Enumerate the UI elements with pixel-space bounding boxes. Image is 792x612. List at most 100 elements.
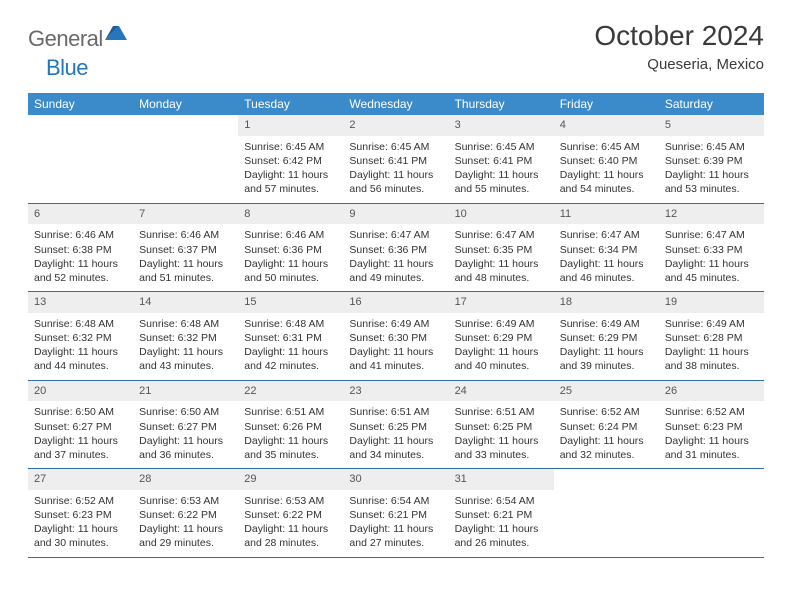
day-number: 18 [554,292,659,313]
sunset-text: Sunset: 6:23 PM [34,508,127,522]
day-number: 31 [449,469,554,490]
sunset-text: Sunset: 6:28 PM [665,331,758,345]
brand-part1: General [28,26,103,52]
daylight-text-2: and 38 minutes. [665,359,758,373]
daylight-text-1: Daylight: 11 hours [139,345,232,359]
sunrise-text: Sunrise: 6:52 AM [665,405,758,419]
day-cell: 10Sunrise: 6:47 AMSunset: 6:35 PMDayligh… [449,204,554,292]
daylight-text-1: Daylight: 11 hours [349,345,442,359]
daylight-text-2: and 30 minutes. [34,536,127,550]
day-number: 9 [343,204,448,225]
day-cell: 29Sunrise: 6:53 AMSunset: 6:22 PMDayligh… [238,469,343,557]
day-body: Sunrise: 6:48 AMSunset: 6:32 PMDaylight:… [28,313,133,374]
sunset-text: Sunset: 6:29 PM [560,331,653,345]
weekday-header: Saturday [659,93,764,115]
sunset-text: Sunset: 6:22 PM [139,508,232,522]
daylight-text-2: and 33 minutes. [455,448,548,462]
sunrise-text: Sunrise: 6:54 AM [349,494,442,508]
day-number: 4 [554,115,659,136]
sunrise-text: Sunrise: 6:46 AM [244,228,337,242]
daylight-text-2: and 56 minutes. [349,182,442,196]
day-number: 16 [343,292,448,313]
day-cell: 14Sunrise: 6:48 AMSunset: 6:32 PMDayligh… [133,292,238,380]
day-body: Sunrise: 6:54 AMSunset: 6:21 PMDaylight:… [343,490,448,551]
daylight-text-1: Daylight: 11 hours [244,257,337,271]
sunrise-text: Sunrise: 6:47 AM [560,228,653,242]
day-cell: 28Sunrise: 6:53 AMSunset: 6:22 PMDayligh… [133,469,238,557]
daylight-text-1: Daylight: 11 hours [665,168,758,182]
day-number: 29 [238,469,343,490]
weekday-header: Wednesday [343,93,448,115]
week-row: 6Sunrise: 6:46 AMSunset: 6:38 PMDaylight… [28,204,764,293]
day-cell: 24Sunrise: 6:51 AMSunset: 6:25 PMDayligh… [449,381,554,469]
day-cell: 9Sunrise: 6:47 AMSunset: 6:36 PMDaylight… [343,204,448,292]
day-number: 14 [133,292,238,313]
sunset-text: Sunset: 6:23 PM [665,420,758,434]
day-number: 30 [343,469,448,490]
daylight-text-2: and 41 minutes. [349,359,442,373]
sunset-text: Sunset: 6:21 PM [349,508,442,522]
sunrise-text: Sunrise: 6:49 AM [665,317,758,331]
daylight-text-1: Daylight: 11 hours [560,345,653,359]
day-body: Sunrise: 6:49 AMSunset: 6:29 PMDaylight:… [449,313,554,374]
sunrise-text: Sunrise: 6:51 AM [455,405,548,419]
daylight-text-2: and 46 minutes. [560,271,653,285]
daylight-text-2: and 37 minutes. [34,448,127,462]
day-number: 22 [238,381,343,402]
weekday-header: Thursday [449,93,554,115]
day-body: Sunrise: 6:47 AMSunset: 6:35 PMDaylight:… [449,224,554,285]
week-row: 20Sunrise: 6:50 AMSunset: 6:27 PMDayligh… [28,381,764,470]
day-cell: 20Sunrise: 6:50 AMSunset: 6:27 PMDayligh… [28,381,133,469]
day-cell: 16Sunrise: 6:49 AMSunset: 6:30 PMDayligh… [343,292,448,380]
sunset-text: Sunset: 6:25 PM [349,420,442,434]
sunrise-text: Sunrise: 6:52 AM [34,494,127,508]
sunset-text: Sunset: 6:41 PM [455,154,548,168]
daylight-text-1: Daylight: 11 hours [34,434,127,448]
daylight-text-1: Daylight: 11 hours [665,345,758,359]
day-cell: 4Sunrise: 6:45 AMSunset: 6:40 PMDaylight… [554,115,659,203]
daylight-text-1: Daylight: 11 hours [349,168,442,182]
sunrise-text: Sunrise: 6:46 AM [34,228,127,242]
sunrise-text: Sunrise: 6:50 AM [34,405,127,419]
day-body: Sunrise: 6:48 AMSunset: 6:32 PMDaylight:… [133,313,238,374]
sunrise-text: Sunrise: 6:48 AM [34,317,127,331]
daylight-text-2: and 35 minutes. [244,448,337,462]
daylight-text-2: and 52 minutes. [34,271,127,285]
daylight-text-2: and 28 minutes. [244,536,337,550]
day-cell [133,115,238,203]
day-cell: 30Sunrise: 6:54 AMSunset: 6:21 PMDayligh… [343,469,448,557]
daylight-text-1: Daylight: 11 hours [244,434,337,448]
daylight-text-2: and 39 minutes. [560,359,653,373]
daylight-text-1: Daylight: 11 hours [455,168,548,182]
sunset-text: Sunset: 6:34 PM [560,243,653,257]
day-body: Sunrise: 6:50 AMSunset: 6:27 PMDaylight:… [28,401,133,462]
day-cell: 15Sunrise: 6:48 AMSunset: 6:31 PMDayligh… [238,292,343,380]
day-cell [28,115,133,203]
day-cell: 5Sunrise: 6:45 AMSunset: 6:39 PMDaylight… [659,115,764,203]
day-number: 21 [133,381,238,402]
day-number: 24 [449,381,554,402]
sunset-text: Sunset: 6:25 PM [455,420,548,434]
day-body: Sunrise: 6:51 AMSunset: 6:26 PMDaylight:… [238,401,343,462]
day-body: Sunrise: 6:45 AMSunset: 6:41 PMDaylight:… [343,136,448,197]
daylight-text-2: and 26 minutes. [455,536,548,550]
daylight-text-2: and 55 minutes. [455,182,548,196]
day-number: 28 [133,469,238,490]
calendar: Sunday Monday Tuesday Wednesday Thursday… [28,93,764,558]
day-number: 1 [238,115,343,136]
sunset-text: Sunset: 6:27 PM [34,420,127,434]
sunrise-text: Sunrise: 6:47 AM [349,228,442,242]
day-body: Sunrise: 6:46 AMSunset: 6:37 PMDaylight:… [133,224,238,285]
day-body: Sunrise: 6:48 AMSunset: 6:31 PMDaylight:… [238,313,343,374]
day-body: Sunrise: 6:47 AMSunset: 6:33 PMDaylight:… [659,224,764,285]
daylight-text-1: Daylight: 11 hours [665,434,758,448]
brand-mark-icon [105,24,127,45]
sunset-text: Sunset: 6:27 PM [139,420,232,434]
day-body: Sunrise: 6:52 AMSunset: 6:23 PMDaylight:… [659,401,764,462]
day-cell: 8Sunrise: 6:46 AMSunset: 6:36 PMDaylight… [238,204,343,292]
sunrise-text: Sunrise: 6:49 AM [455,317,548,331]
daylight-text-2: and 34 minutes. [349,448,442,462]
day-number: 12 [659,204,764,225]
day-body: Sunrise: 6:53 AMSunset: 6:22 PMDaylight:… [133,490,238,551]
sunset-text: Sunset: 6:21 PM [455,508,548,522]
